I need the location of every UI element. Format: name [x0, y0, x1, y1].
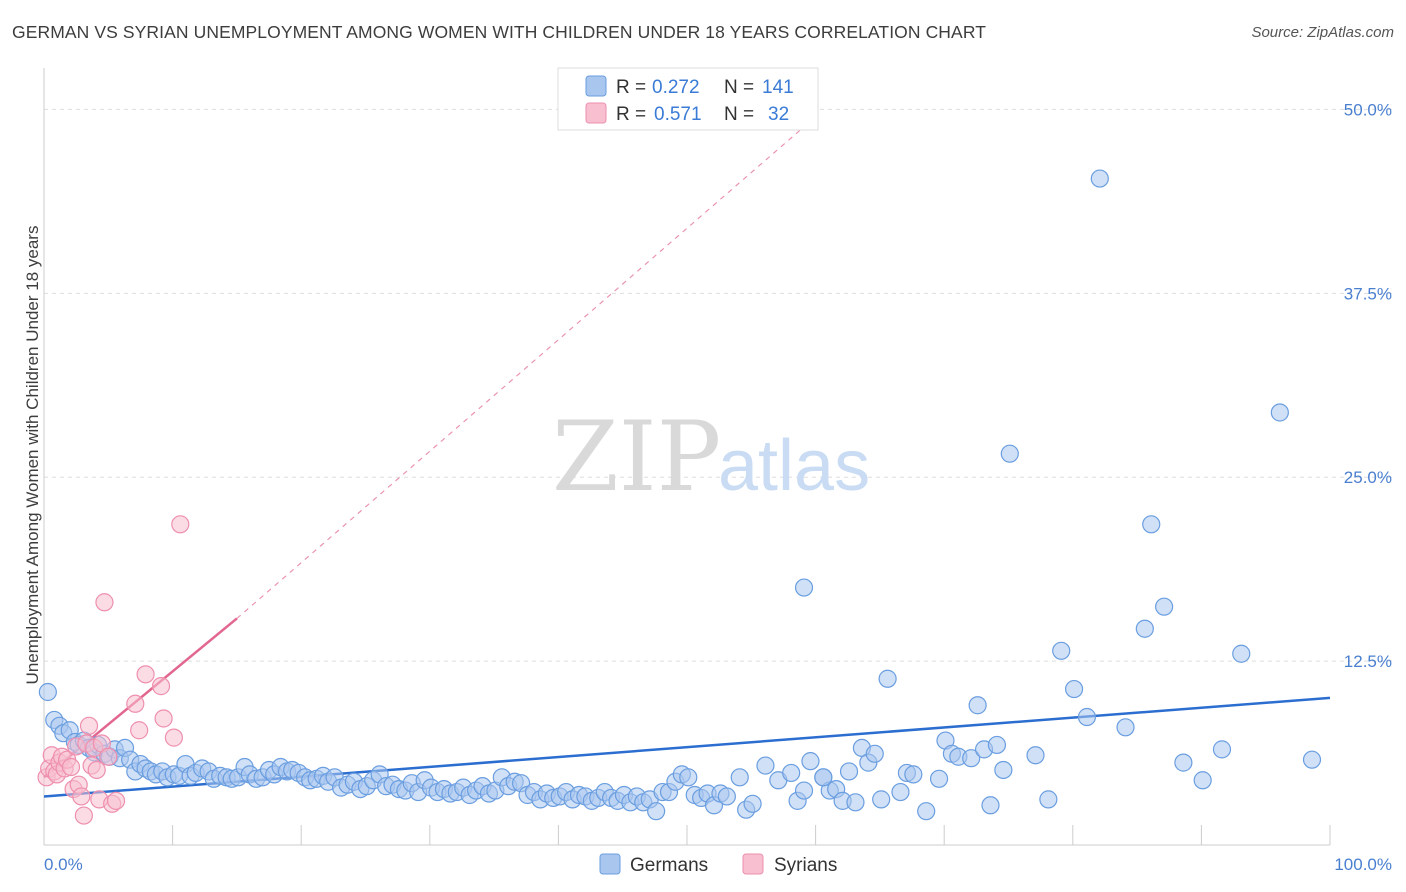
german-point-131	[872, 790, 891, 809]
syrian-n-label: N =	[724, 104, 754, 125]
german-point-121	[801, 752, 820, 771]
syrian-point-31	[164, 728, 183, 747]
germans-legend-swatch	[599, 853, 621, 875]
german-point-154	[1116, 718, 1135, 737]
syrian-point-29	[151, 677, 171, 696]
syrian-point-16	[79, 716, 99, 735]
german-point-118	[782, 763, 801, 783]
german-point-120	[794, 781, 814, 800]
syrian-r-value: 0.571	[654, 104, 702, 125]
german-point-146	[994, 760, 1013, 780]
syrian-point-22	[95, 593, 114, 612]
x-tick-label-0: 0.0%	[44, 855, 83, 874]
german-point-136	[917, 802, 936, 821]
german-point-133	[891, 782, 910, 802]
x-tick-labels: 0.0% 100.0%	[44, 855, 1392, 874]
german-point-152	[1077, 707, 1097, 727]
y-tick-label-2: 37.5%	[1344, 284, 1392, 303]
syrian-point-14	[74, 806, 93, 825]
y-tick-label-3: 50.0%	[1344, 100, 1392, 119]
axes	[43, 68, 1331, 846]
source-label: Source: ZipAtlas.com	[1251, 24, 1394, 41]
german-point-155	[1135, 619, 1154, 638]
german-point-164	[794, 578, 814, 597]
german-point-162	[1270, 403, 1289, 422]
german-point-115	[743, 794, 762, 813]
german-point-116	[756, 756, 775, 775]
german-point-159	[1193, 771, 1212, 790]
syrian-point-32	[171, 515, 190, 534]
syrians-legend-swatch	[742, 853, 764, 875]
watermark: ZIP atlas	[552, 401, 870, 513]
german-point-161	[1232, 644, 1251, 663]
syrian-trendline-extension	[236, 116, 816, 619]
syrian-r-label: R =	[616, 104, 646, 125]
german-n-label: N =	[724, 77, 754, 98]
german-point-158	[1174, 753, 1193, 772]
syrian-point-9	[61, 757, 81, 777]
german-point-157	[1155, 597, 1174, 616]
german-point-156	[1142, 515, 1161, 534]
german-n-value: 141	[762, 77, 794, 98]
german-point-126	[839, 762, 859, 781]
watermark-atlas: atlas	[718, 426, 870, 506]
german-r-value: 0.272	[652, 77, 700, 98]
syrian-point-26	[126, 694, 145, 713]
grid-lines	[44, 108, 1392, 662]
german-point-153	[1090, 169, 1109, 188]
german-point-127	[846, 793, 865, 812]
syrian-n-value: 32	[768, 104, 789, 125]
german-point-144	[981, 796, 1000, 815]
german-point-101	[647, 802, 666, 821]
german-point-150	[1052, 641, 1071, 660]
y-tick-label-1: 25.0%	[1344, 468, 1392, 487]
german-point-141	[962, 749, 981, 768]
german-point-137	[929, 769, 949, 788]
german-point-113	[730, 768, 749, 787]
german-point-0	[38, 682, 57, 702]
series-legend: Germans Syrians	[599, 853, 837, 876]
y-tick-label-0: 12.5%	[1344, 652, 1392, 671]
syrian-point-13	[72, 787, 91, 806]
data-points	[37, 169, 1322, 825]
syrian-swatch	[585, 102, 607, 124]
german-point-165	[814, 768, 833, 787]
syrian-point-25	[106, 791, 126, 810]
y-axis-label: Unemployment Among Women with Children U…	[23, 226, 42, 685]
syrian-point-23	[99, 747, 118, 766]
germans-legend-label: Germans	[630, 855, 708, 876]
german-point-106	[679, 768, 698, 787]
german-point-145	[987, 735, 1007, 755]
syrian-point-19	[87, 760, 106, 780]
x-tick-label-1: 100.0%	[1334, 855, 1392, 874]
german-point-148	[1026, 746, 1045, 765]
chart-title: GERMAN VS SYRIAN UNEMPLOYMENT AMONG WOME…	[12, 22, 987, 42]
german-point-142	[968, 696, 987, 715]
syrian-point-28	[136, 665, 155, 684]
german-point-151	[1064, 679, 1084, 699]
german-point-147	[1000, 444, 1019, 463]
stats-legend: R = 0.272 N = 141 R = 0.571 N = 32	[557, 67, 819, 131]
y-tick-labels: 12.5% 25.0% 37.5% 50.0%	[1344, 100, 1392, 671]
german-swatch	[585, 75, 607, 97]
watermark-zip: ZIP	[552, 401, 721, 513]
german-point-132	[878, 669, 897, 688]
german-r-label: R =	[616, 77, 646, 98]
german-point-135	[904, 765, 923, 784]
syrian-point-27	[130, 721, 149, 740]
german-point-163	[1302, 750, 1322, 769]
german-point-149	[1039, 790, 1058, 809]
german-point-160	[1212, 740, 1232, 759]
syrians-legend-label: Syrians	[774, 855, 837, 876]
german-point-112	[717, 787, 736, 806]
german-point-130	[865, 744, 884, 763]
syrian-point-30	[154, 709, 173, 728]
